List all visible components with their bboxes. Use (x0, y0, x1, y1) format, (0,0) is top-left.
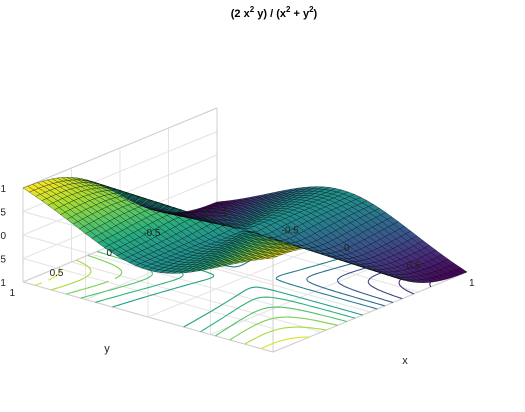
y-tick-label: 0 (106, 248, 112, 259)
x-tick-label: 0 (344, 243, 350, 254)
x-axis-label: x (402, 355, 408, 367)
box-edge-3 (22, 281, 274, 353)
y-tick-label: 1 (9, 288, 15, 299)
floor-grid-y-3 (71, 261, 322, 333)
box-edge-2 (272, 271, 468, 353)
x-tick-label: -0.5 (282, 226, 300, 237)
surface-patch (455, 267, 468, 275)
z-tick-label: 0.5 (0, 208, 6, 219)
z-tick-label: 0 (0, 231, 6, 242)
box-edge-8 (22, 107, 218, 189)
contour-line-10 (51, 259, 327, 345)
z-tick-label: -0.5 (0, 255, 6, 266)
contour-line-11 (34, 266, 310, 350)
x-tick-label: 1 (469, 278, 475, 289)
chart-title: (2 x2 y) / (x2 + y2) (231, 5, 318, 20)
surface-layer (22, 177, 468, 283)
z-tick-label: 1 (0, 184, 6, 195)
y-tick-label: 0.5 (50, 268, 64, 279)
x-tick-label: 0.5 (407, 261, 421, 272)
y-tick-label: -1 (200, 208, 209, 219)
x-tick-label: -1 (219, 208, 228, 219)
y-tick-label: -0.5 (143, 228, 161, 239)
tick-layer: -1-0.500.51-1-0.500.51-1-0.500.51 (0, 184, 475, 299)
y-axis-label: y (104, 343, 110, 355)
z-tick-label: -1 (0, 278, 6, 289)
contour-line-9 (66, 254, 338, 341)
